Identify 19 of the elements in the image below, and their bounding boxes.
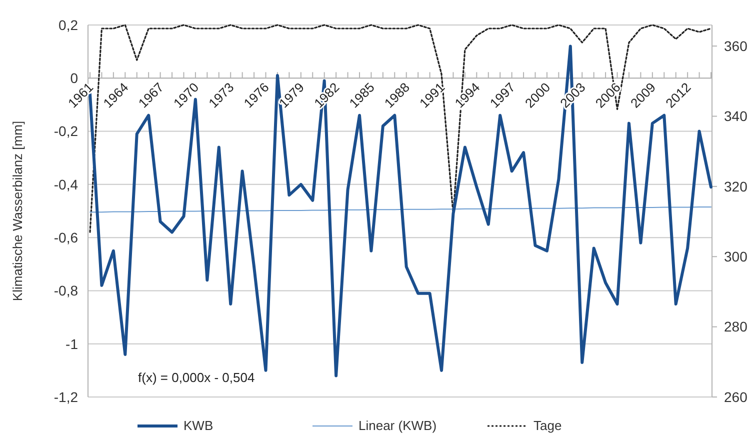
y-tick-label: 0,2 [58,16,78,33]
y-axis-title: Klimatische Wasserbilanz [mm] [10,120,25,302]
y-tick-label: -0,4 [54,176,78,192]
y2-tick-label: 340 [724,108,748,124]
y2-tick-label: 360 [724,38,748,54]
y-tick-label: -0,2 [54,123,78,140]
annotation: f(x) = 0,000x - 0,504 [138,370,255,385]
y2-tick-label: 300 [724,248,748,265]
legend-label: Linear (KWB) [358,418,437,433]
legend-label: Tage [534,418,562,433]
y-tick-label: -1,2 [54,388,78,405]
y2-tick-label: 320 [724,178,748,194]
y2-tick-label: 260 [724,388,748,405]
y-tick-label: -1 [66,336,78,352]
y-tick-label: -0,8 [54,282,78,299]
y-tick-label: -0,6 [54,229,78,246]
y2-tick-label: 280 [724,318,748,335]
y-tick-label: 0 [70,70,78,86]
legend-label: KWB [184,418,214,433]
